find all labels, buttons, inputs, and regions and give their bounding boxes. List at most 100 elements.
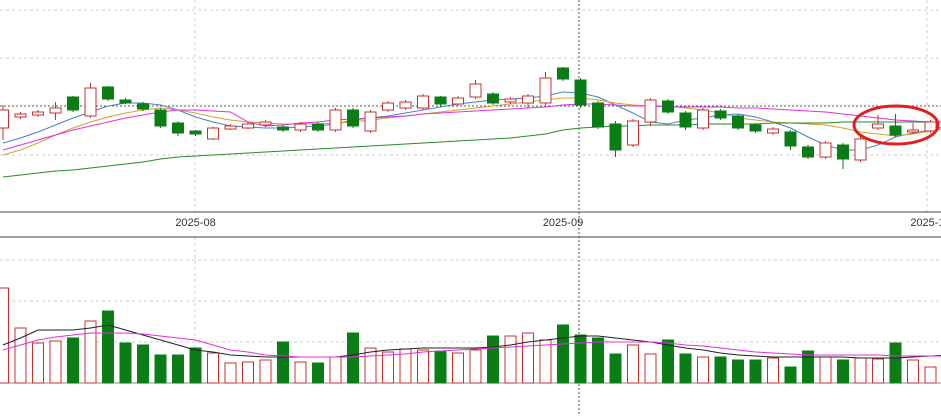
volume-bar	[102, 310, 114, 384]
candle-body	[67, 96, 79, 111]
candle-body	[609, 123, 622, 151]
candle-body	[784, 131, 797, 147]
candle-body	[102, 86, 114, 100]
price-panel: 2025-08 2025-09 2025-10	[0, 67, 941, 229]
candle-body	[0, 109, 9, 129]
candle-body	[557, 67, 569, 80]
volume-bar	[679, 353, 692, 384]
candle-body	[837, 144, 849, 160]
candle-body	[907, 129, 919, 133]
volume-bar	[277, 341, 289, 384]
candle-body	[749, 124, 762, 132]
volume-bar	[84, 320, 97, 384]
candle-body	[14, 113, 27, 118]
volume-bar	[732, 359, 744, 384]
volume-bar	[609, 353, 622, 384]
candle-body	[592, 102, 604, 128]
volume-bar	[854, 357, 867, 384]
volume-bar	[347, 332, 359, 384]
candle-body	[364, 111, 377, 132]
volume-bar	[259, 359, 272, 384]
volume-bar	[644, 353, 657, 384]
ma-line	[2, 332, 941, 358]
volume-bar	[119, 342, 132, 384]
volume-bar	[189, 347, 202, 384]
volume-bar	[417, 349, 429, 384]
highlight-ellipse	[852, 104, 940, 146]
candle-body	[207, 127, 219, 140]
candle-body	[469, 83, 482, 98]
volume-bar	[382, 351, 394, 384]
candle-body	[714, 110, 727, 119]
candle-body	[347, 109, 359, 127]
volume-bar	[504, 335, 517, 384]
candle-body	[504, 98, 517, 103]
candle-body	[259, 121, 272, 126]
volume-bar	[749, 359, 762, 384]
volume-bar	[329, 356, 342, 384]
volume-bar	[49, 340, 62, 384]
volume-bar	[802, 350, 814, 384]
candle-body	[627, 120, 639, 146]
candle-body	[487, 93, 499, 104]
candle-body	[172, 122, 184, 134]
candle-body	[154, 109, 167, 127]
volume-bar	[889, 342, 902, 384]
candle-body	[434, 96, 447, 105]
ma-line	[2, 91, 941, 151]
candle-body	[522, 95, 534, 104]
volume-bar	[312, 362, 324, 384]
volume-bar	[539, 339, 552, 384]
candle-body	[662, 100, 674, 113]
volume-bar	[819, 356, 832, 384]
candle-body	[854, 138, 867, 161]
x-tick-label: 2025-09	[543, 217, 583, 229]
candle-body	[452, 97, 464, 105]
volume-bar	[364, 347, 377, 384]
candle-body	[189, 130, 202, 135]
volume-bar	[837, 359, 849, 384]
volume-bar	[294, 361, 307, 384]
volume-bar	[469, 349, 482, 384]
x-tick-label: 2025-10	[910, 217, 941, 229]
volume-bar	[907, 359, 919, 384]
volume-bar	[137, 344, 149, 384]
volume-bar	[592, 337, 604, 384]
volume-bar	[662, 339, 674, 384]
candle-body	[574, 79, 587, 106]
candle-body	[294, 123, 307, 131]
candle-body	[732, 115, 744, 129]
volume-panel	[0, 287, 941, 384]
candle-body	[277, 126, 289, 131]
candle-body	[539, 77, 552, 104]
volume-bar	[924, 366, 937, 384]
candle-body	[417, 95, 429, 109]
candle-body	[924, 121, 937, 132]
candle-body	[819, 142, 832, 158]
volume-bar	[172, 354, 184, 384]
candle-body	[679, 112, 692, 128]
volume-bar	[242, 361, 254, 384]
volume-bar	[207, 352, 219, 384]
candle-body	[137, 103, 149, 110]
candle-body	[224, 125, 237, 130]
candle-body	[872, 123, 884, 129]
volume-bar	[32, 342, 44, 384]
volume-bar	[767, 357, 779, 384]
candle-body	[644, 99, 657, 123]
volume-bar	[784, 366, 797, 384]
x-tick-label: 2025-08	[175, 217, 215, 229]
volume-bar	[714, 356, 727, 384]
volume-bar	[627, 344, 639, 384]
candle-body	[889, 125, 902, 136]
candle-body	[312, 123, 324, 131]
ma-line	[2, 121, 941, 178]
candle-body	[119, 99, 132, 104]
candle-body	[697, 109, 709, 129]
volume-bar	[67, 337, 79, 384]
volume-bar	[574, 334, 587, 384]
grid	[0, 0, 941, 383]
ma-line	[2, 103, 941, 151]
volume-bar	[434, 350, 447, 384]
